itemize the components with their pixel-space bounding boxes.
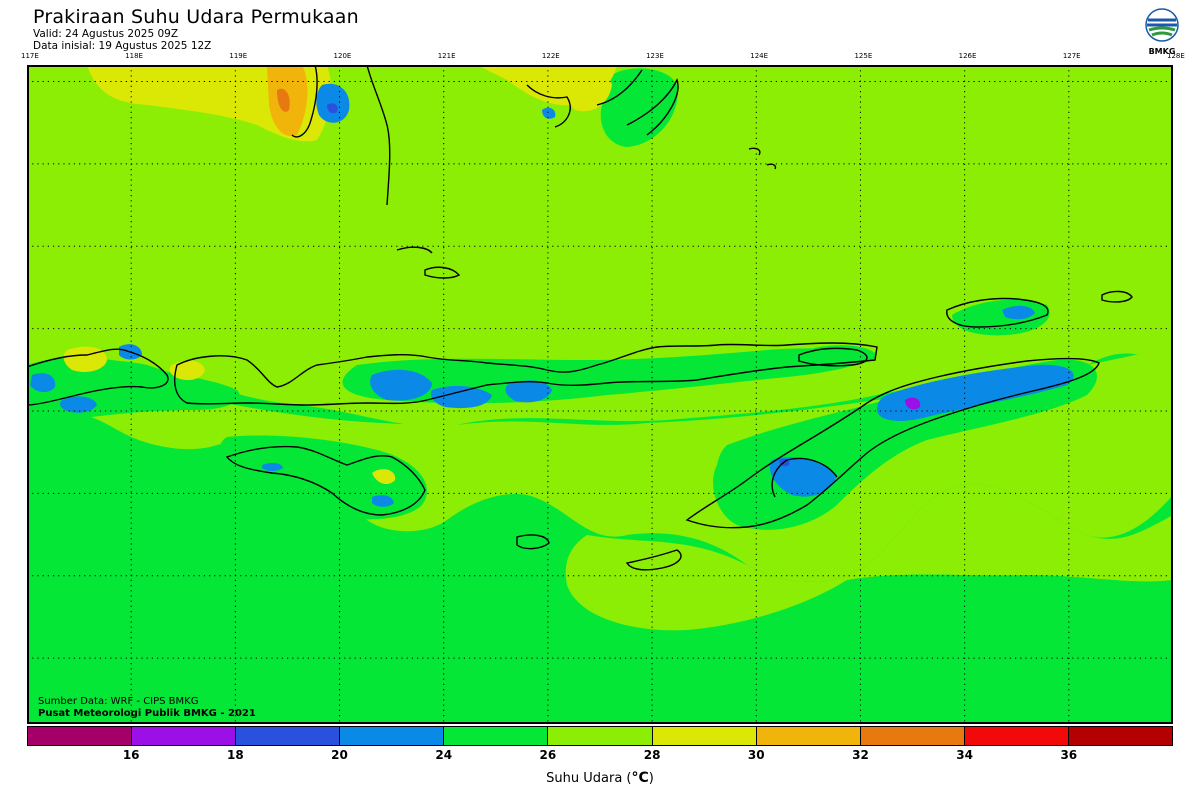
map-header: Prakiraan Suhu Udara Permukaan Valid: 24…: [33, 6, 359, 52]
longitude-labels: 117E 118E 119E 120E 121E 122E 123E 124E 125E 126E…: [0, 52, 1200, 64]
field-yellow-north2: [564, 68, 612, 112]
colorbar-tick-label: 26: [539, 748, 557, 762]
colorbar-segment: [860, 727, 965, 745]
data-source: Sumber Data: WRF - CIPS BMKG: [38, 696, 199, 707]
colorbar-tick-label: 28: [643, 748, 661, 762]
colorbar-segment: [236, 727, 341, 745]
coast-timor: [685, 357, 1100, 529]
coastlines: [27, 65, 1133, 571]
colorbar-tick-label: 18: [227, 748, 244, 762]
field-yellow-lombok: [169, 360, 205, 381]
init-time: Data inisial: 19 Agustus 2025 12Z: [33, 40, 212, 52]
logo-text: BMKG: [1148, 47, 1176, 56]
field-lime-southeast: [565, 483, 1173, 631]
longitude-label: 123E: [646, 52, 664, 60]
coast-islands-north: [396, 147, 777, 279]
colorbar-tick-label: 30: [747, 748, 765, 762]
colorbar-segment: [1068, 727, 1173, 745]
valid-time: Valid: 24 Agustus 2025 09Z: [33, 28, 179, 40]
unit-symbol: °C: [631, 770, 649, 786]
longitude-label: 120E: [333, 52, 352, 60]
field-blue-sulawesi: [316, 83, 350, 123]
colorbar-tick-label: 24: [435, 748, 453, 762]
field-blue-flores-w: [370, 369, 432, 401]
colorbar: [27, 726, 1173, 746]
bmkg-logo-icon: [1145, 8, 1179, 42]
colorbar-tick-label: 34: [956, 748, 973, 762]
colorbar-tick-label: 36: [1060, 748, 1078, 762]
coast-kisar-east: [1101, 290, 1133, 303]
field-yellow-sumba: [372, 469, 396, 485]
longitude-label: 124E: [750, 52, 769, 60]
colorbar-segment: [132, 727, 237, 745]
field-blue-sumba2: [262, 462, 283, 471]
colorbar-ticks: 16 18 20 24 26 28 30 32 34 36: [0, 748, 1200, 762]
coast-lombok-sumbawa: [27, 348, 169, 406]
organization: Pusat Meteorologi Publik BMKG - 2021: [38, 708, 256, 719]
field-blue-sumba: [372, 495, 394, 507]
coast-alor: [798, 347, 868, 367]
longitude-label: 121E: [437, 52, 456, 60]
field-blue-timor: [877, 364, 1074, 421]
longitude-label: 126E: [958, 52, 977, 60]
coast-sawu: [516, 534, 550, 550]
field-blue-wetar: [1002, 305, 1035, 320]
colorbar-segment: [652, 727, 757, 745]
temperature-map: [27, 65, 1173, 724]
field-green-sulawesi: [600, 68, 678, 147]
field-blue-north: [542, 107, 556, 119]
colorbar-segment: [28, 727, 133, 745]
colorbar-tick-label: 32: [852, 748, 869, 762]
longitude-label: 128E: [1167, 52, 1185, 60]
coast-rote: [625, 549, 682, 571]
coast-wetar: [946, 297, 1049, 328]
longitude-label: 117E: [21, 52, 39, 60]
field-violet-timor: [905, 397, 921, 410]
longitude-label: 119E: [229, 52, 248, 60]
colorbar-segment: [548, 727, 653, 745]
coast-sulawesi: [291, 65, 679, 206]
field-blue-flores-e: [505, 380, 552, 403]
longitude-label: 118E: [125, 52, 143, 60]
map-frame: [27, 65, 1173, 724]
map-title: Prakiraan Suhu Udara Permukaan: [33, 6, 359, 28]
unit-label-text: Suhu Udara (: [546, 771, 632, 786]
graticule: [27, 65, 1173, 724]
longitude-label: 127E: [1062, 52, 1081, 60]
colorbar-tick-label: 16: [122, 748, 140, 762]
coast-sumbawa: [174, 342, 878, 406]
colorbar-tick-label: 20: [331, 748, 348, 762]
coast-timor-border: [771, 457, 838, 498]
field-orange-core: [277, 88, 290, 112]
field-blue-flores-c: [430, 385, 492, 409]
colorbar-unit-label: Suhu Udara (°C): [0, 770, 1200, 786]
bmkg-logo: BMKG: [1140, 8, 1184, 58]
longitude-label: 122E: [541, 52, 560, 60]
field-blue-west1: [30, 373, 56, 393]
colorbar-segment: [340, 727, 445, 745]
field-blue-timor-w: [769, 457, 837, 497]
unit-label-close: ): [648, 771, 654, 786]
colorbar-segment: [444, 727, 549, 745]
field-blue-west2: [60, 396, 97, 413]
longitude-label: 125E: [854, 52, 873, 60]
coast-sumba: [225, 445, 426, 516]
colorbar-segment: [756, 727, 861, 745]
field-blue-indigo-sulawesi: [327, 103, 338, 114]
colorbar-segment: [964, 727, 1069, 745]
credits: Sumber Data: WRF - CIPS BMKG Pusat Meteo…: [38, 696, 256, 720]
